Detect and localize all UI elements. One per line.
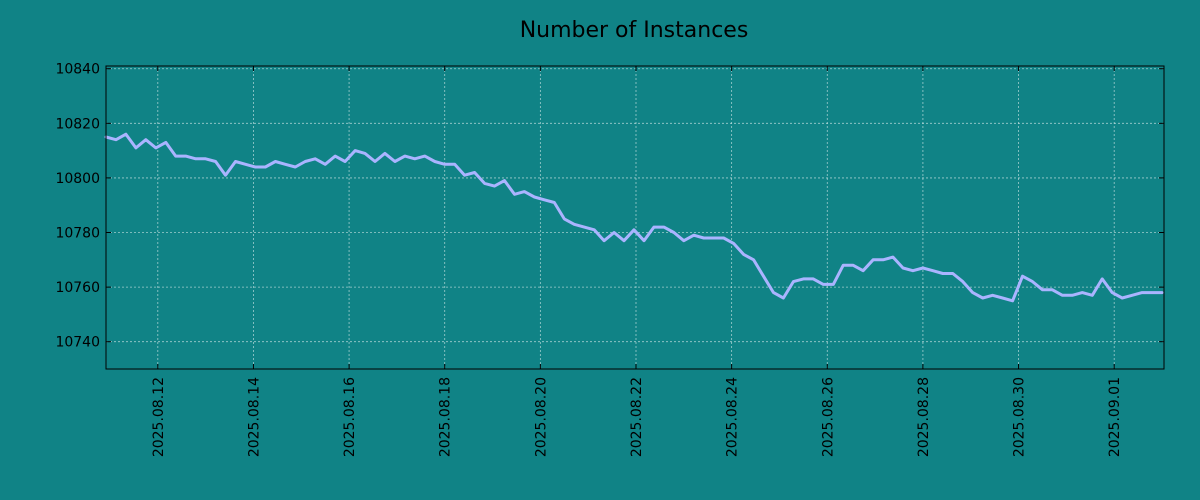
x-tick-label: 2025.09.01	[1107, 377, 1123, 457]
plot-frame	[105, 65, 1165, 370]
y-tick-label: 10740	[55, 335, 100, 351]
x-tick-label: 2025.08.26	[820, 377, 836, 457]
y-axis: 10740 10760 10780 10800 10820 10840	[55, 62, 1164, 351]
chart-title: Number of Instances	[520, 18, 749, 43]
x-tick-label: 2025.08.28	[916, 377, 932, 457]
series-layer	[104, 132, 1164, 303]
x-tick-label: 2025.08.16	[342, 377, 358, 457]
y-tick-label: 10780	[55, 226, 100, 242]
x-axis: 2025.08.12 2025.08.14 2025.08.16 2025.08.18…	[151, 66, 1123, 457]
x-tick-label: 2025.08.30	[1012, 377, 1028, 457]
x-tick-label: 2025.08.20	[533, 377, 549, 457]
y-tick-label: 10840	[55, 62, 100, 78]
grid	[106, 66, 1164, 369]
series-line	[104, 132, 1164, 303]
x-tick-label: 2025.08.24	[725, 377, 741, 457]
y-tick-label: 10820	[55, 116, 100, 132]
y-tick-label: 10760	[55, 280, 100, 296]
y-tick-label: 10800	[55, 171, 100, 187]
x-tick-label: 2025.08.14	[246, 377, 262, 457]
x-tick-label: 2025.08.12	[151, 377, 167, 457]
x-tick-label: 2025.08.18	[438, 377, 454, 457]
x-tick-label: 2025.08.22	[629, 377, 645, 457]
